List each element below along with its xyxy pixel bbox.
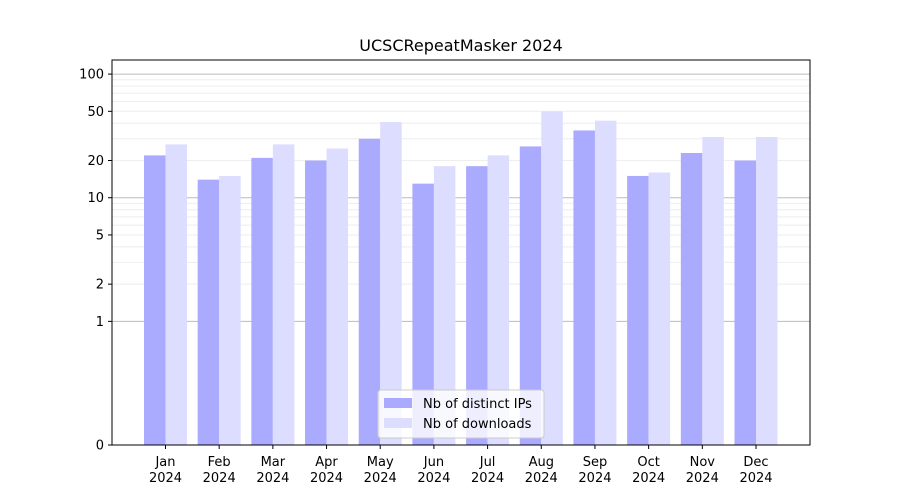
bar-downloads xyxy=(272,144,295,445)
x-tick-label-month: Jan xyxy=(154,455,175,470)
y-tick-label: 0 xyxy=(96,439,104,454)
bar-downloads xyxy=(594,120,617,446)
bar-downloads xyxy=(380,121,402,445)
bar-distinct-ips xyxy=(573,130,595,445)
bar-distinct-ips xyxy=(144,155,166,445)
x-tick-label-year: 2024 xyxy=(149,471,182,486)
y-axis: 0 1 2 5 10 20 50 100 xyxy=(79,68,112,454)
bar-downloads xyxy=(702,136,724,445)
bar-distinct-ips xyxy=(305,160,327,445)
y-tick-label: 100 xyxy=(79,68,104,83)
legend-swatch xyxy=(384,418,412,428)
x-tick-label-month: Sep xyxy=(583,455,608,470)
x-tick-label-year: 2024 xyxy=(525,471,558,486)
x-tick-label-year: 2024 xyxy=(417,471,450,486)
x-tick-label-year: 2024 xyxy=(310,471,343,486)
bar-downloads xyxy=(756,136,778,445)
x-axis: Jan2024Feb2024Mar2024Apr2024May2024Jun20… xyxy=(149,445,773,486)
bar-distinct-ips xyxy=(519,146,542,445)
legend: Nb of distinct IPs Nb of downloads xyxy=(377,389,545,439)
bar-downloads xyxy=(433,166,456,445)
y-tick-label: 10 xyxy=(87,191,104,206)
x-tick-label-year: 2024 xyxy=(471,471,504,486)
y-tick-label: 5 xyxy=(96,228,104,243)
bar-downloads xyxy=(219,175,241,445)
bar-downloads xyxy=(165,144,187,445)
x-tick-label-month: Aug xyxy=(529,455,554,470)
x-tick-label-month: Oct xyxy=(637,455,659,470)
bar-downloads xyxy=(648,172,671,446)
bar-distinct-ips xyxy=(412,183,434,445)
x-tick-label-month: Mar xyxy=(261,455,286,470)
legend-label: Nb of distinct IPs xyxy=(423,397,532,412)
legend-box xyxy=(377,389,545,439)
y-tick-label: 20 xyxy=(87,154,104,169)
x-tick-label-year: 2024 xyxy=(578,471,611,486)
bar-downloads xyxy=(541,111,563,445)
bar-distinct-ips xyxy=(197,179,220,446)
x-tick-label-year: 2024 xyxy=(203,471,236,486)
y-tick-label: 50 xyxy=(87,105,104,120)
x-tick-label-month: Nov xyxy=(690,455,716,470)
chart-title: UCSCRepeatMasker 2024 xyxy=(359,36,562,55)
x-tick-label-year: 2024 xyxy=(739,471,772,486)
x-tick-label-year: 2024 xyxy=(364,471,397,486)
x-tick-label-month: Apr xyxy=(315,455,338,470)
x-tick-label-month: Jul xyxy=(479,455,496,470)
plot-frame xyxy=(111,59,811,446)
legend-label: Nb of downloads xyxy=(423,417,532,432)
bar-downloads xyxy=(326,148,349,445)
y-tick-label: 1 xyxy=(96,315,104,330)
x-tick-label-month: May xyxy=(367,455,394,470)
x-tick-label-year: 2024 xyxy=(686,471,719,486)
x-tick-label-month: Feb xyxy=(208,455,231,470)
bar-distinct-ips xyxy=(358,138,381,446)
bar-distinct-ips xyxy=(680,153,703,445)
x-tick-label-year: 2024 xyxy=(632,471,665,486)
legend-swatch xyxy=(384,398,412,408)
bar-distinct-ips xyxy=(627,175,649,445)
bars xyxy=(144,111,778,446)
y-tick-label: 2 xyxy=(96,278,104,293)
bar-distinct-ips xyxy=(734,160,756,445)
bar-downloads xyxy=(487,155,510,445)
x-tick-label-year: 2024 xyxy=(256,471,289,486)
bar-distinct-ips xyxy=(466,166,488,445)
bar-distinct-ips xyxy=(251,157,273,446)
x-tick-label-month: Dec xyxy=(743,455,768,470)
x-tick-label-month: Jun xyxy=(423,455,444,470)
